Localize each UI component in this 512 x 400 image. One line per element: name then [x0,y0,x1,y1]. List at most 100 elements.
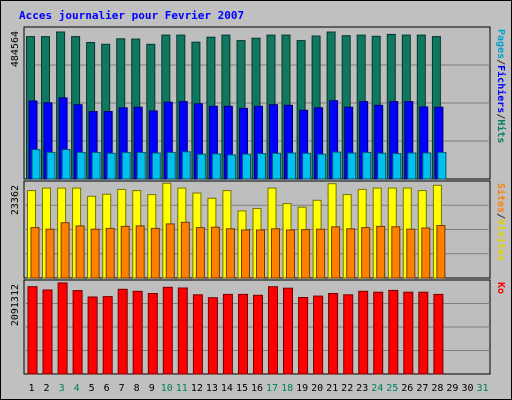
bar-pages-day-5 [91,151,101,180]
x-tick-label-day-29: 29 [446,383,458,394]
bar-pages-day-28 [437,151,447,180]
bar-ko-day-24 [373,291,384,375]
x-tick-label-day-20: 20 [311,383,323,394]
bar-pages-day-24 [377,152,387,180]
chart-title: Acces journalier pour Fevrier 2007 [19,9,245,22]
x-tick-label-day-26: 26 [401,383,413,394]
bar-sites-day-3 [60,222,70,279]
legend-entry: Pages [495,29,506,59]
bar-ko-day-9 [147,293,158,375]
bar-ko-day-28 [433,293,444,375]
bar-sites-day-10 [165,223,175,279]
bar-sites-day-25 [391,226,401,279]
x-tick-label-day-19: 19 [296,383,308,394]
bar-pages-day-14 [226,154,236,180]
bar-pages-day-15 [242,153,251,180]
bar-pages-day-19 [302,152,312,180]
bar-pages-day-23 [362,151,372,180]
bar-sites-day-8 [135,225,145,279]
bar-sites-day-7 [120,225,130,279]
x-tick-label-day-10: 10 [161,383,173,394]
bar-sites-day-15 [241,229,250,279]
x-tick-label-day-13: 13 [206,383,218,394]
bar-sites-day-13 [210,226,220,279]
bar-pages-day-21 [332,151,342,180]
x-tick-label-day-16: 16 [251,383,263,394]
x-tick-label-day-21: 21 [326,383,338,394]
bar-pages-day-26 [407,152,417,180]
bar-pages-day-2 [46,151,56,180]
bar-pages-day-3 [61,149,71,180]
x-tick-label-day-2: 2 [43,383,49,394]
bar-ko-day-1 [27,286,38,375]
x-tick-label-day-23: 23 [356,383,368,394]
bar-sites-day-2 [45,228,55,279]
bar-sites-day-16 [256,229,265,279]
x-tick-label-day-22: 22 [341,383,353,394]
x-tick-label-day-11: 11 [176,383,188,394]
bar-ko-day-27 [418,291,429,375]
x-tick-label-day-9: 9 [149,383,155,394]
bar-ko-day-5 [87,296,98,375]
bar-pages-day-20 [317,153,327,180]
bar-ko-day-6 [102,296,113,375]
bar-sites-day-6 [105,227,115,279]
bar-sites-day-9 [150,227,160,279]
bar-ko-day-13 [207,297,218,375]
x-tick-label-day-4: 4 [74,383,80,394]
legend-entry: Fichiers [495,65,507,113]
bar-pages-day-16 [257,153,266,180]
bar-pages-day-13 [211,153,221,180]
bar-sites-day-4 [75,225,85,279]
x-tick-label-day-12: 12 [191,383,203,394]
bar-sites-day-5 [90,228,100,279]
x-tick-label-day-8: 8 [134,383,140,394]
legend-entry: Hits [495,119,507,143]
bar-sites-day-14 [225,228,235,279]
bar-sites-day-26 [406,228,416,279]
x-tick-label-day-15: 15 [236,383,248,394]
legend-entry: / [495,113,506,119]
bar-sites-day-22 [346,228,356,279]
bar-ko-day-19 [298,297,309,375]
bar-ko-day-15 [238,293,248,375]
bar-ko-day-26 [403,291,414,375]
bar-pages-day-11 [181,151,191,180]
legend-bandwidth: Ko [495,282,506,294]
bar-ko-day-4 [72,290,83,375]
legend-entry: / [495,59,506,65]
bar-sites-day-12 [195,227,205,279]
legend-entry: Visites [495,219,507,261]
bar-ko-day-25 [388,289,399,375]
bar-ko-day-10 [162,286,173,375]
x-tick-label-day-14: 14 [221,383,233,394]
bar-ko-day-11 [177,287,188,375]
ymax-label-traffic: 484564 [10,31,21,67]
bar-pages-day-27 [422,152,432,180]
bar-ko-day-17 [268,286,278,375]
x-tick-label-day-1: 1 [28,383,34,394]
legend-entry: Ko [495,282,506,294]
bar-ko-day-2 [42,289,53,375]
bar-sites-day-1 [30,227,40,279]
bar-ko-day-20 [313,295,324,375]
bar-ko-day-23 [358,290,369,375]
bar-pages-day-9 [151,152,161,180]
x-tick-label-day-25: 25 [386,383,398,394]
bar-ko-day-16 [253,294,263,375]
bar-sites-day-11 [180,221,190,279]
bar-pages-day-6 [106,152,116,180]
legend-entry: Sites [495,183,507,213]
x-tick-label-day-24: 24 [371,383,383,394]
ymax-label-bandwidth: 2091312 [10,284,21,326]
bar-pages-day-8 [136,151,146,180]
bar-sites-day-20 [316,228,326,279]
bar-ko-day-14 [222,293,233,375]
bar-ko-day-18 [283,287,293,375]
bar-ko-day-12 [192,294,203,375]
bar-pages-day-12 [196,153,206,180]
bar-sites-day-18 [286,229,295,279]
x-tick-label-day-6: 6 [104,383,110,394]
